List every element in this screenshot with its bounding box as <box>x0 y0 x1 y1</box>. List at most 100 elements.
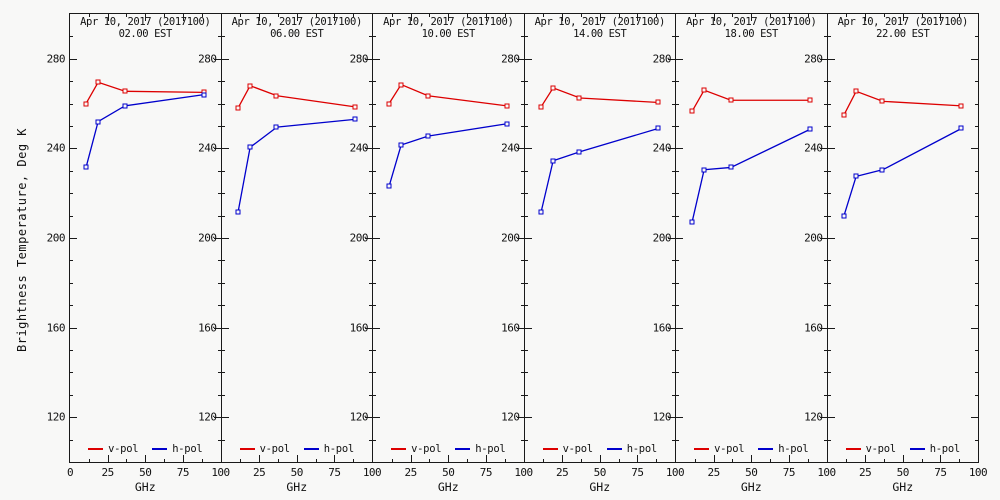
x-minor-tick <box>315 459 317 462</box>
y-minor-tick <box>524 126 528 127</box>
h-pol-marker <box>83 164 89 170</box>
y-minor-tick <box>70 36 73 38</box>
y-minor-tick <box>520 439 524 441</box>
y-major-tick <box>365 327 372 329</box>
x-minor-tick <box>959 459 961 462</box>
y-minor-tick <box>827 282 831 284</box>
y-major-tick <box>676 417 683 419</box>
panel-title: Apr 10, 2017 (2017100) 14.00 EST <box>525 16 676 40</box>
y-major-tick <box>221 148 229 150</box>
x-minor-tick <box>883 14 885 17</box>
y-minor-tick <box>975 350 978 351</box>
y-minor-tick <box>524 36 528 38</box>
panels-row: Apr 10, 2017 (2017100) 02.00 EST 120 160 200… <box>47 13 988 494</box>
y-minor-tick <box>672 126 675 127</box>
y-major-tick <box>70 327 77 329</box>
h-pol-marker <box>538 209 544 215</box>
y-major-tick <box>373 417 380 419</box>
panel-title-time: 06.00 EST <box>270 28 324 40</box>
y-minor-tick <box>676 350 679 351</box>
v-pol-marker <box>95 79 101 85</box>
x-tick-label: 100 <box>211 466 230 479</box>
v-pol-marker <box>398 82 404 88</box>
y-tick-label: 120 <box>349 410 369 424</box>
panel-title-date: Apr 10, 2017 (2017100) <box>383 16 514 28</box>
y-minor-tick <box>217 439 221 441</box>
y-minor-tick <box>373 193 376 195</box>
y-tick-label: 160 <box>501 321 520 335</box>
y-minor-tick <box>217 126 221 127</box>
x-minor-tick <box>277 14 279 17</box>
x-minor-tick <box>429 14 431 17</box>
y-major-tick <box>365 58 372 60</box>
y-tick-label: 160 <box>804 321 823 335</box>
y-major-tick <box>516 238 524 239</box>
y-major-tick <box>213 417 221 419</box>
panel-title-date: Apr 10, 2017 (2017100) <box>231 16 363 28</box>
h-pol-legend-line-icon <box>909 448 925 450</box>
y-minor-tick <box>975 103 978 105</box>
y-minor-tick <box>373 103 376 105</box>
x-tick-label: 25 <box>556 466 569 479</box>
legend: v-pol h-pol <box>525 443 676 455</box>
y-tick-label: 160 <box>46 321 66 335</box>
x-major-tick <box>902 14 904 21</box>
x-minor-tick <box>391 14 393 17</box>
y-minor-tick <box>221 215 225 217</box>
x-major-tick <box>334 455 336 462</box>
panel-22-00-est: Apr 10, 2017 (2017100) 22.00 EST 120 160 200… <box>804 13 988 494</box>
y-major-tick <box>213 148 221 150</box>
x-minor-tick <box>201 14 203 17</box>
y-major-tick <box>819 417 827 419</box>
y-minor-tick <box>373 350 376 351</box>
x-minor-tick <box>921 14 923 17</box>
x-minor-tick <box>543 459 545 462</box>
v-pol-marker <box>841 112 847 118</box>
y-minor-tick <box>827 350 831 351</box>
y-minor-tick <box>217 282 221 284</box>
x-minor-tick <box>543 14 545 17</box>
x-tick-label: 75 <box>782 466 796 479</box>
v-pol-marker <box>425 93 431 99</box>
y-minor-tick <box>221 394 225 396</box>
y-minor-tick <box>373 282 376 284</box>
x-major-tick <box>902 455 904 462</box>
y-minor-tick <box>70 81 73 83</box>
y-minor-tick <box>70 439 73 441</box>
y-minor-tick <box>221 372 225 374</box>
panel-title: Apr 10, 2017 (2017100) 02.00 EST <box>70 16 221 40</box>
h-pol-line <box>86 95 204 168</box>
y-major-tick <box>827 327 835 329</box>
y-minor-tick <box>520 215 524 217</box>
h-pol-marker <box>807 126 813 132</box>
y-minor-tick <box>975 282 978 284</box>
h-pol-marker <box>425 133 431 139</box>
plot-lines <box>525 14 676 462</box>
panel-title-time: 02.00 EST <box>118 28 173 40</box>
panel-title-time: 18.00 EST <box>724 28 779 40</box>
x-tick-label: 75 <box>176 466 190 479</box>
x-minor-tick <box>959 14 961 17</box>
y-tick-label: 200 <box>501 231 520 245</box>
y-minor-tick <box>369 394 372 396</box>
y-minor-tick <box>672 439 675 441</box>
x-tick-label: 25 <box>253 466 266 479</box>
x-minor-tick <box>770 14 772 17</box>
plot-lines <box>828 14 979 462</box>
h-pol-marker <box>201 92 207 98</box>
x-tick-label: 25 <box>859 466 872 479</box>
y-minor-tick <box>676 394 679 396</box>
panel-title: Apr 10, 2017 (2017100) 10.00 EST <box>373 16 524 40</box>
y-major-tick <box>668 417 675 419</box>
x-major-tick <box>788 455 790 462</box>
v-pol-marker <box>352 104 358 110</box>
x-minor-tick <box>618 14 620 17</box>
x-major-tick <box>637 14 639 21</box>
y-major-tick <box>516 58 524 60</box>
y-tick-label: 160 <box>198 321 217 335</box>
h-pol-marker <box>122 103 128 109</box>
y-minor-tick <box>520 103 524 105</box>
panel-02-00-est: Apr 10, 2017 (2017100) 02.00 EST 120 160 200… <box>47 13 230 494</box>
h-pol-marker <box>576 149 582 155</box>
panel-title-date: Apr 10, 2017 (2017100) <box>686 16 817 28</box>
